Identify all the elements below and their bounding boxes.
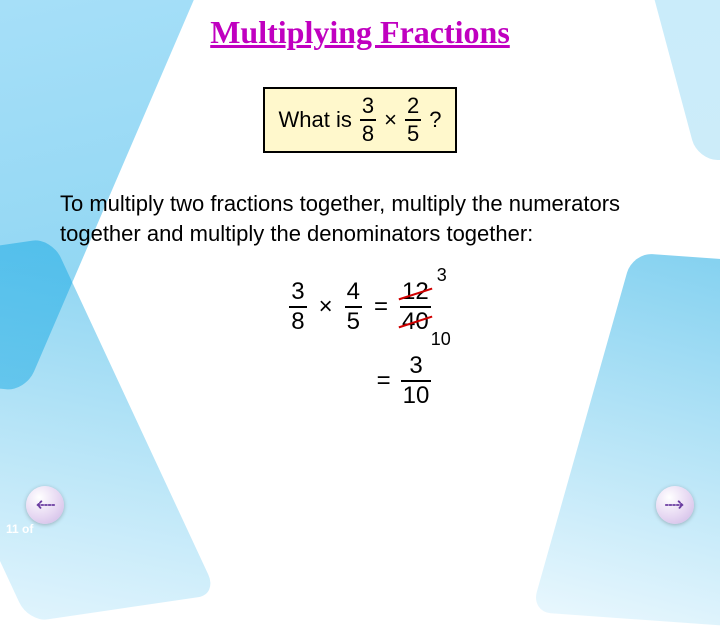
next-arrow-icon [664,498,686,512]
final-eq: = [377,367,391,395]
frac1-num: 3 [360,95,376,119]
question-lead: What is [279,107,352,133]
next-button[interactable] [656,486,694,524]
simplified-den: 10 [431,330,451,348]
prev-arrow-icon [34,498,56,512]
work-op: × [319,293,333,321]
question-op: × [384,107,397,133]
question-frac1: 3 8 [360,95,376,145]
work-row: 3 8 × 4 5 = 12 40 3 10 [40,280,680,334]
final-frac: 3 10 [401,354,432,408]
question-tail: ? [429,107,441,133]
page-number: 11 of [6,522,33,536]
work-result-frac: 12 40 3 10 [400,280,431,334]
work-frac1-den: 8 [289,306,306,334]
slide-content: Multiplying Fractions What is 3 8 × 2 5 … [0,0,720,540]
work-frac1-num: 3 [289,280,306,306]
prev-button[interactable] [26,486,64,524]
work-frac2-den: 5 [345,306,362,334]
work-raw-num: 12 [400,280,431,306]
explanation-text: To multiply two fractions together, mult… [60,189,660,248]
work-frac2: 4 5 [345,280,362,334]
frac2-num: 2 [405,95,421,119]
final-num: 3 [407,354,424,380]
work-eq: = [374,293,388,321]
frac1-den: 8 [360,119,376,145]
frac2-den: 5 [405,119,421,145]
final-row: = 3 10 [130,354,680,408]
work-frac2-num: 4 [345,280,362,306]
simplified-num: 3 [437,266,447,284]
page-title: Multiplying Fractions [40,14,680,51]
question-wrap: What is 3 8 × 2 5 ? [40,87,680,153]
question-box: What is 3 8 × 2 5 ? [263,87,458,153]
question-frac2: 2 5 [405,95,421,145]
final-den: 10 [401,380,432,408]
work-frac1: 3 8 [289,280,306,334]
work-raw-den: 40 [400,306,431,334]
